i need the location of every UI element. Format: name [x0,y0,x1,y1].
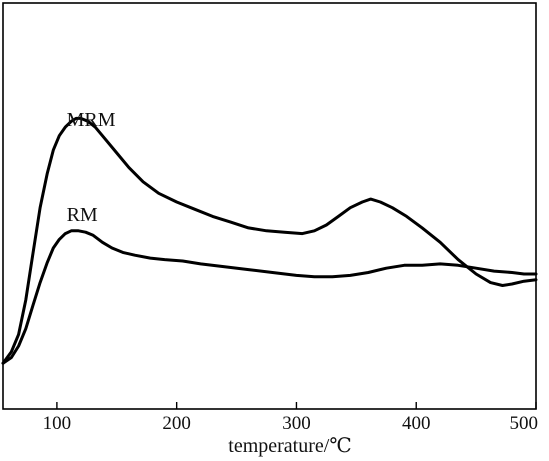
x-tick-label: 400 [402,413,431,434]
x-tick-layer: 100 200 300 400 500 [43,402,538,434]
series-label-rm: RM [67,204,98,226]
series-label-mrm: MRM [67,109,116,131]
series-layer [1,116,538,365]
x-axis-label: temperature/℃ [228,435,351,457]
x-tick-label: 100 [43,413,72,434]
series-line-mrm [1,116,538,365]
x-tick-label: 300 [282,413,311,434]
x-tick-label: 500 [510,413,539,434]
series-line-rm [1,229,538,365]
series-label-layer: MRM RM [67,109,116,226]
x-tick-label: 200 [162,413,191,434]
plot-frame [2,2,537,410]
